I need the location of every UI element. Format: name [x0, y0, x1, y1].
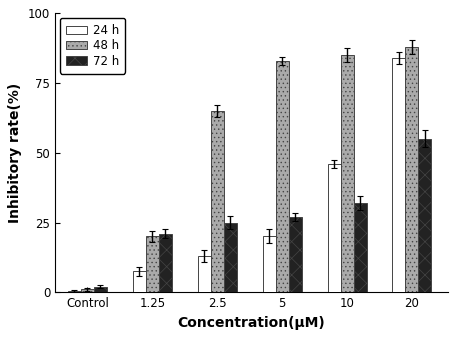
Legend: 24 h, 48 h, 72 h: 24 h, 48 h, 72 h: [60, 18, 125, 74]
Bar: [262, 237, 275, 292]
Bar: [68, 291, 81, 292]
Bar: [340, 55, 353, 292]
Y-axis label: Inhibitory rate(%): Inhibitory rate(%): [8, 83, 22, 223]
Bar: [146, 237, 158, 292]
Bar: [353, 203, 366, 292]
Bar: [404, 47, 418, 292]
X-axis label: Concentration(μM): Concentration(μM): [177, 316, 324, 330]
Bar: [223, 222, 236, 292]
Bar: [197, 256, 210, 292]
Bar: [81, 289, 94, 292]
Bar: [132, 271, 146, 292]
Bar: [94, 287, 106, 292]
Bar: [392, 58, 404, 292]
Bar: [210, 111, 223, 292]
Bar: [158, 234, 172, 292]
Bar: [418, 139, 430, 292]
Bar: [288, 217, 301, 292]
Bar: [275, 61, 288, 292]
Bar: [327, 164, 340, 292]
